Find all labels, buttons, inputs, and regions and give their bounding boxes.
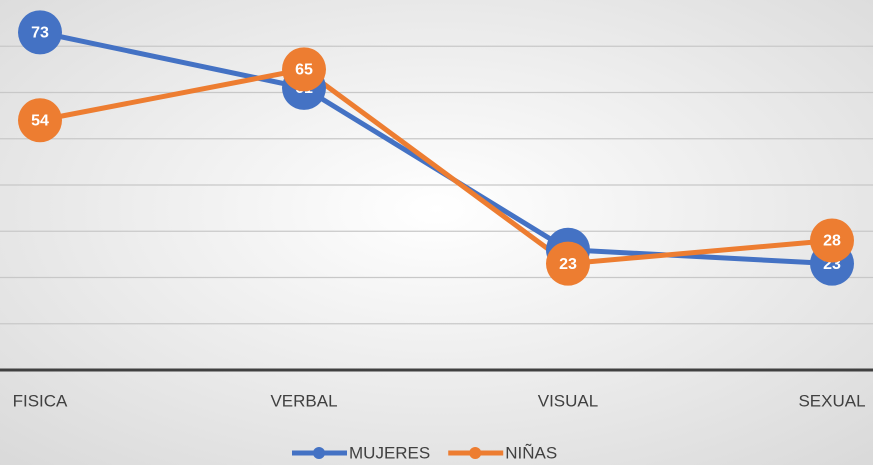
data-point xyxy=(18,10,62,55)
x-tick-label: VISUAL xyxy=(538,391,598,410)
data-point xyxy=(810,218,854,263)
x-tick-label: FISICA xyxy=(13,391,68,410)
data-label: 65 xyxy=(295,62,313,79)
x-tick-label: SEXUAL xyxy=(798,391,865,410)
series-line xyxy=(39,66,833,267)
data-label: 23 xyxy=(559,256,577,273)
legend-label: MUJERES xyxy=(349,443,430,462)
data-label: 54 xyxy=(31,112,49,129)
data-label: 28 xyxy=(823,233,841,250)
legend-marker xyxy=(313,447,325,459)
data-point xyxy=(282,47,326,92)
data-point xyxy=(546,241,590,286)
data-point xyxy=(18,98,62,143)
legend-label: NIÑAS xyxy=(505,443,557,462)
data-label: 73 xyxy=(31,25,49,42)
x-tick-label: VERBAL xyxy=(270,391,337,410)
legend-marker xyxy=(469,447,482,459)
